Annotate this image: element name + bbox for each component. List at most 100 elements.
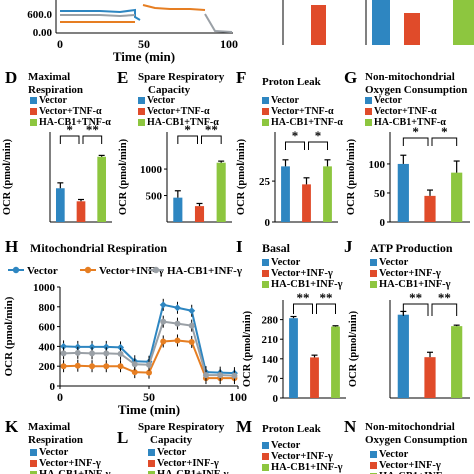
sig-label-0: ** — [297, 290, 310, 305]
strip-y-tick-600: 600.0 — [27, 9, 52, 21]
legend-label-0: Vector — [271, 440, 301, 451]
panel-j-letter: J — [344, 237, 353, 256]
legend-label-0: Vector — [39, 447, 69, 458]
series-2-point-12 — [231, 372, 238, 379]
y-tick-label-2: 100 — [369, 159, 386, 171]
legend-label-0: Vector — [374, 95, 403, 106]
legend-swatch-1 — [370, 270, 377, 277]
legend-label-1: Vector+INF-γ — [379, 460, 441, 471]
panel-m: M Proton Leak VectorVector+INF-γHA-CB1+I… — [236, 417, 343, 473]
sig-bracket-1 — [431, 303, 458, 316]
legend-swatch-1 — [148, 460, 155, 467]
panel-l-title-2: Capacity — [150, 434, 193, 446]
panel-h-title: Mitochondrial Respiration — [30, 241, 167, 255]
bar-2 — [331, 326, 340, 398]
x-tick-label-1: 50 — [143, 390, 155, 404]
series-2-point-9 — [188, 322, 195, 329]
series-0-point-7 — [159, 301, 167, 309]
legend-label-2: HA-CB1+INF-γ — [271, 279, 343, 290]
panel-d-title-1: Maximal — [28, 71, 70, 83]
legend-label-1: Vector+INF-γ — [99, 265, 164, 277]
legend-label-2: HA-CB1+INF-γ — [157, 469, 229, 474]
panel-g-letter: G — [344, 68, 357, 87]
y-axis-label: OCR (pmol/min) — [236, 138, 247, 215]
sig-bracket-1 — [308, 141, 328, 150]
legend-label-1: Vector+TNF-α — [374, 106, 437, 117]
legend-label-0: Vector — [39, 95, 68, 106]
y-tick-label-5: 1000 — [33, 282, 56, 294]
legend-swatch-2 — [370, 281, 377, 288]
legend-swatch-0 — [30, 449, 37, 456]
bar-2 — [323, 166, 332, 222]
sig-label-0: ** — [409, 290, 422, 305]
series-1-point-8 — [174, 337, 181, 344]
bar-0 — [397, 314, 409, 398]
y-tick-label-0: 0 — [50, 381, 56, 393]
series-2-point-8 — [174, 320, 181, 327]
bar-0 — [281, 166, 290, 222]
bar-1 — [310, 357, 319, 398]
panel-l-letter: L — [117, 428, 128, 447]
sig-bracket-0 — [59, 135, 80, 144]
panel-d-letter: D — [5, 68, 17, 87]
strip-x-tick-50: 50 — [138, 37, 150, 51]
panel-d-title-2: Respiration — [28, 84, 83, 96]
panel-e: E Spare Respiratory Capacity VectorVecto… — [117, 68, 232, 223]
legend-swatch-2 — [262, 464, 269, 471]
sig-bracket-0 — [402, 303, 429, 316]
bar-1 — [424, 357, 436, 398]
bar-2 — [451, 326, 463, 398]
legend-label-0: Vector — [147, 95, 176, 106]
sig-bracket-0 — [402, 137, 429, 146]
legend-label-2: HA-CB1+TNF-α — [271, 117, 343, 128]
y-tick-label-0: 0 — [265, 217, 271, 229]
bar-2 — [216, 162, 226, 222]
panel-j-title: ATP Production — [370, 241, 453, 255]
legend-label-1: Vector+INF-γ — [271, 451, 333, 462]
legend-label-2: HA-CB1+TNF-α — [147, 117, 219, 128]
legend-swatch-1 — [262, 453, 269, 460]
legend-label-2: HA-CB1+INF-γ — [167, 265, 242, 277]
legend-label-1: Vector+TNF-α — [39, 106, 102, 117]
panel-f-letter: F — [236, 68, 246, 87]
series-1-point-7 — [160, 338, 167, 345]
panel-n: N Non-mitochondrial Oxygen Consumption V… — [344, 417, 467, 474]
legend-label-1: Vector+INF-γ — [271, 268, 333, 279]
panel-j-chart: ** ** OCR (pmol/min) — [348, 290, 470, 399]
sig-bracket-1 — [316, 303, 336, 314]
legend-label-1: Vector+INF-γ — [39, 458, 101, 469]
panel-m-letter: M — [236, 417, 252, 436]
sig-label-1: * — [441, 124, 448, 139]
panel-d: D Maximal Respiration VectorVector+TNF-α… — [2, 68, 112, 223]
legend-swatch-2 — [262, 119, 269, 126]
series-0-point-4 — [117, 343, 125, 351]
y-tick-label-0: 500 — [146, 191, 163, 203]
bar-1 — [424, 195, 436, 222]
sig-label-1: ** — [438, 290, 451, 305]
y-tick-label-1: 25 — [259, 176, 271, 188]
sig-label-1: ** — [205, 122, 218, 137]
series-2-point-2 — [89, 350, 96, 357]
series-0-point-2 — [88, 343, 96, 351]
legend-swatch-0 — [148, 449, 155, 456]
strip3-bar — [372, 0, 390, 45]
sig-bracket-0 — [285, 141, 305, 150]
series-2-point-10 — [202, 372, 209, 379]
sig-bracket-0 — [177, 135, 198, 144]
series-2-point-5 — [131, 361, 138, 368]
panel-n-title-1: Non-mitochondrial — [365, 421, 455, 433]
y-tick-label-0: 0 — [273, 393, 279, 405]
panel-i-title: Basal — [262, 241, 291, 255]
bar-1 — [194, 206, 205, 222]
series-2-point-0 — [60, 350, 67, 357]
legend-swatch-0 — [262, 442, 269, 449]
top-strip: 600.0 0.00 0 50 100 Time (min) — [27, 0, 474, 64]
legend-marker-2 — [152, 266, 160, 274]
strip-line-tail — [204, 13, 233, 33]
legend-swatch-1 — [370, 462, 377, 469]
strip-line-hacb1 — [60, 14, 136, 18]
legend-label-0: Vector — [379, 257, 409, 268]
